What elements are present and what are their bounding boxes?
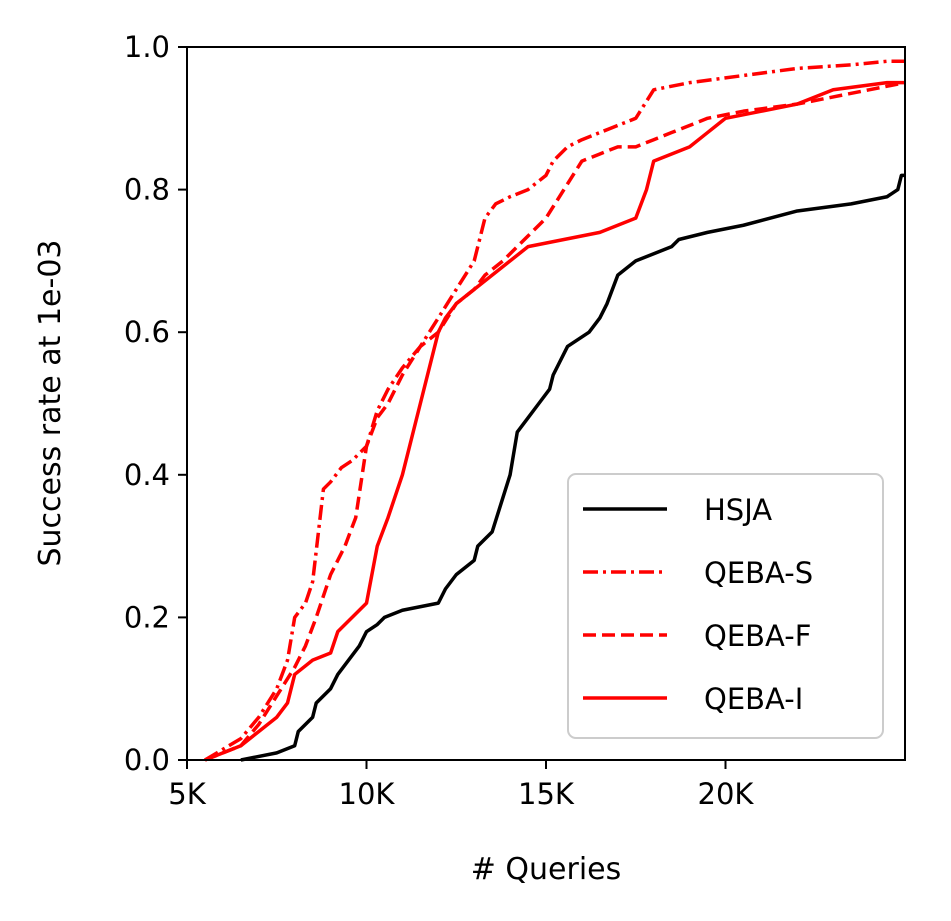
x-tick-label: 10K	[339, 777, 396, 811]
x-tick-label: 5K	[168, 777, 206, 811]
series-line-qeba-i	[204, 80, 905, 762]
y-tick-label: 0.0	[124, 743, 170, 777]
x-tick-label: 20K	[698, 777, 755, 811]
y-axis-label: Success rate at 1e-03	[33, 240, 68, 567]
legend-box	[567, 473, 884, 739]
y-tick-label: 0.4	[124, 458, 170, 492]
series-line-hsja	[240, 173, 905, 762]
legend-label-qeba-i: QEBA-I	[704, 682, 803, 716]
ticks-layer: 5K 10K 15K 20K 0.0 0.2 0.4 0.6 0.8 1.0	[124, 30, 755, 811]
x-axis-label: # Queries	[471, 852, 622, 887]
legend-label-hsja: HSJA	[704, 493, 772, 527]
series-line-qeba-s	[204, 59, 905, 762]
legend-label-qeba-f: QEBA-F	[704, 619, 811, 653]
y-tick-label: 0.2	[124, 600, 170, 634]
y-tick-label: 1.0	[124, 30, 170, 64]
legend-label-qeba-s: QEBA-S	[704, 556, 813, 590]
series-line-qeba-f	[204, 80, 906, 762]
x-tick-label: 15K	[518, 777, 575, 811]
y-tick-label: 0.6	[124, 315, 170, 349]
y-tick-label: 0.8	[124, 173, 170, 207]
series-layer	[204, 59, 906, 762]
legend: HSJA QEBA-S QEBA-F QEBA-I	[567, 473, 884, 739]
